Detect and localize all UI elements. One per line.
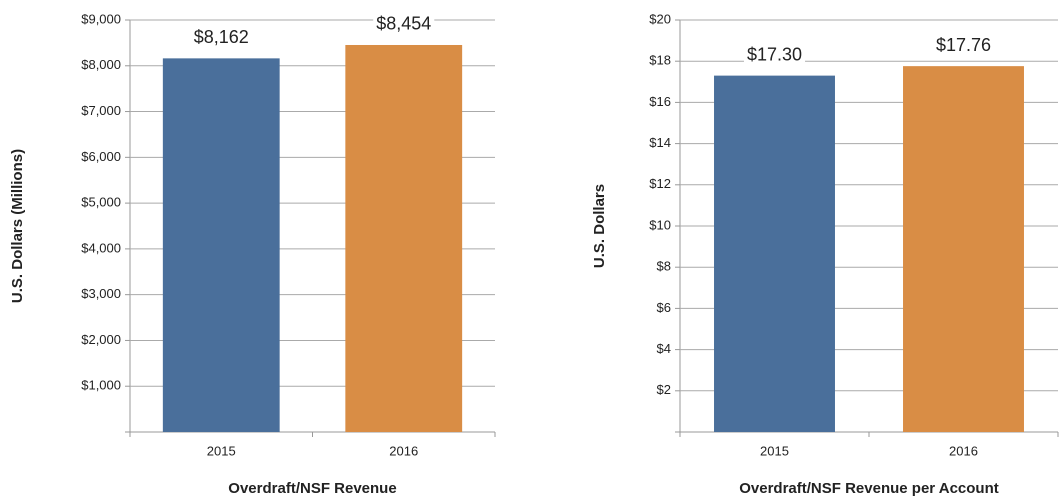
y-tick-label: $1,000 (81, 378, 121, 393)
bar (903, 66, 1024, 433)
y-tick-label: $7,000 (81, 103, 121, 118)
y-tick-label: $4 (657, 341, 671, 356)
x-tick-label: 2016 (949, 443, 978, 458)
value-label: $8,454 (376, 14, 431, 34)
x-tick-label: 2015 (207, 443, 236, 458)
bar (714, 75, 835, 433)
chart-title: Overdraft/NSF Revenue per Account (739, 480, 999, 497)
y-tick-label: $10 (649, 217, 671, 232)
x-tick-label: 2016 (389, 443, 418, 458)
y-axis-label: U.S. Dollars (Millions) (9, 149, 26, 303)
value-label-bg (373, 13, 435, 34)
y-axis-label: U.S. Dollars (591, 184, 608, 268)
value-label-bg (190, 27, 252, 48)
y-tick-label: $14 (649, 135, 671, 150)
value-label-bg (932, 34, 995, 55)
y-tick-label: $6 (657, 300, 671, 315)
y-tick-label: $6,000 (81, 149, 121, 164)
y-tick-label: $9,000 (81, 11, 121, 26)
y-tick-label: $8 (657, 259, 671, 274)
y-tick-label: $2 (657, 382, 671, 397)
y-tick-label: $18 (649, 53, 671, 68)
y-tick-label: $5,000 (81, 195, 121, 210)
bar (345, 44, 463, 433)
value-label: $17.30 (747, 44, 802, 64)
y-tick-label: $8,000 (81, 57, 121, 72)
value-label: $8,162 (194, 27, 249, 47)
y-tick-label: $2,000 (81, 332, 121, 347)
x-tick-label: 2015 (760, 443, 789, 458)
bar (162, 58, 280, 432)
chart-title: Overdraft/NSF Revenue (228, 480, 396, 497)
value-label-bg (743, 44, 806, 65)
value-label: $17.76 (936, 35, 991, 55)
y-tick-label: $3,000 (81, 286, 121, 301)
y-tick-label: $12 (649, 176, 671, 191)
y-tick-label: $4,000 (81, 240, 121, 255)
y-tick-label: $16 (649, 94, 671, 109)
y-tick-label: $20 (649, 11, 671, 26)
